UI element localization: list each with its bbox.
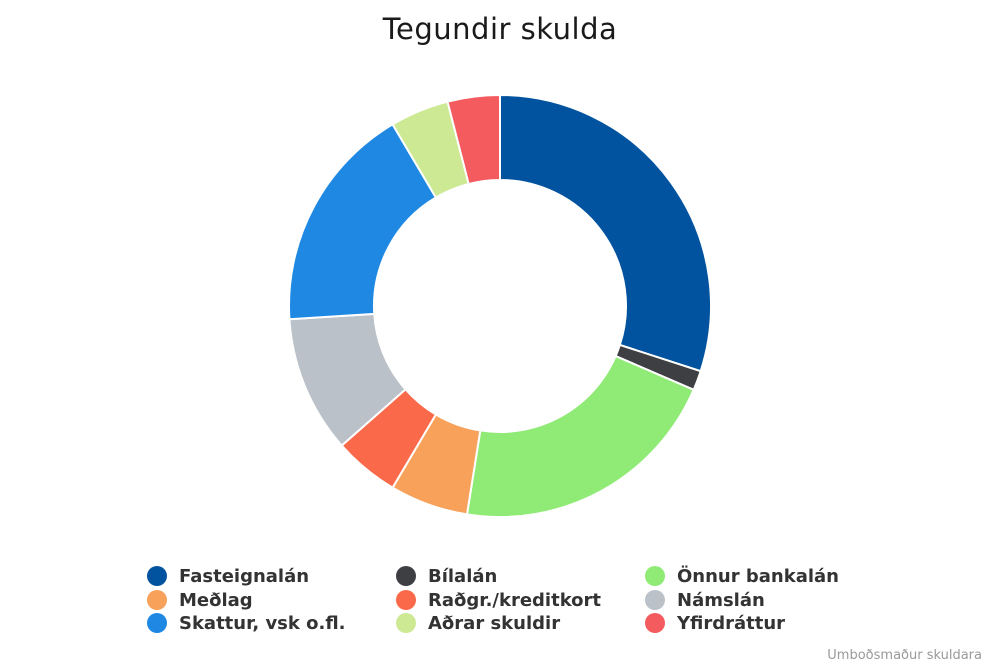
legend-marker xyxy=(147,590,167,610)
legend-item-medlag[interactable]: Meðlag xyxy=(147,590,253,611)
legend-marker xyxy=(147,613,167,633)
legend-label: Aðrar skuldir xyxy=(428,613,560,634)
legend-marker xyxy=(396,590,416,610)
legend-label: Námslán xyxy=(677,590,765,611)
legend-marker xyxy=(147,566,167,586)
legend-label: Bílalán xyxy=(428,566,497,587)
legend-label: Raðgr./kreditkort xyxy=(428,590,601,611)
slice-yfirdrattur[interactable] xyxy=(446,93,501,186)
legend-item-bilalan[interactable]: Bílalán xyxy=(396,566,497,587)
legend-marker xyxy=(396,613,416,633)
legend-marker xyxy=(645,566,665,586)
legend-item-namslan[interactable]: Námslán xyxy=(645,590,765,611)
legend: Fasteignalán Bílalán Önnur bankalán Meðlag R… xyxy=(147,565,839,634)
legend-label: Skattur, vsk o.fl. xyxy=(179,613,346,634)
slice-fasteignalan[interactable] xyxy=(499,93,712,373)
legend-item-yfirdrattur[interactable]: Yfirdráttur xyxy=(645,613,785,634)
slice-onnur-bankalan[interactable] xyxy=(465,354,695,518)
legend-label: Önnur bankalán xyxy=(677,565,839,587)
legend-label: Yfirdráttur xyxy=(676,613,785,634)
legend-label: Meðlag xyxy=(179,590,253,611)
slice-skattur-vsk-o-fl[interactable] xyxy=(288,123,438,321)
legend-marker xyxy=(645,590,665,610)
legend-item-fasteignalan[interactable]: Fasteignalán xyxy=(147,566,309,587)
chart-credits[interactable]: Umboðsmaður skuldara xyxy=(827,648,982,663)
legend-item-skattur-vsk-o-fl[interactable]: Skattur, vsk o.fl. xyxy=(147,613,346,634)
legend-marker xyxy=(645,613,665,633)
legend-marker xyxy=(396,566,416,586)
legend-item-onnur-bankalan[interactable]: Önnur bankalán xyxy=(645,565,839,587)
chart-title: Tegundir skulda xyxy=(382,12,618,46)
legend-item-adrar-skuldir[interactable]: Aðrar skuldir xyxy=(396,613,560,634)
donut-slices xyxy=(288,93,712,518)
legend-label: Fasteignalán xyxy=(179,566,309,587)
legend-item-radgr-kreditkort[interactable]: Raðgr./kreditkort xyxy=(396,590,601,611)
